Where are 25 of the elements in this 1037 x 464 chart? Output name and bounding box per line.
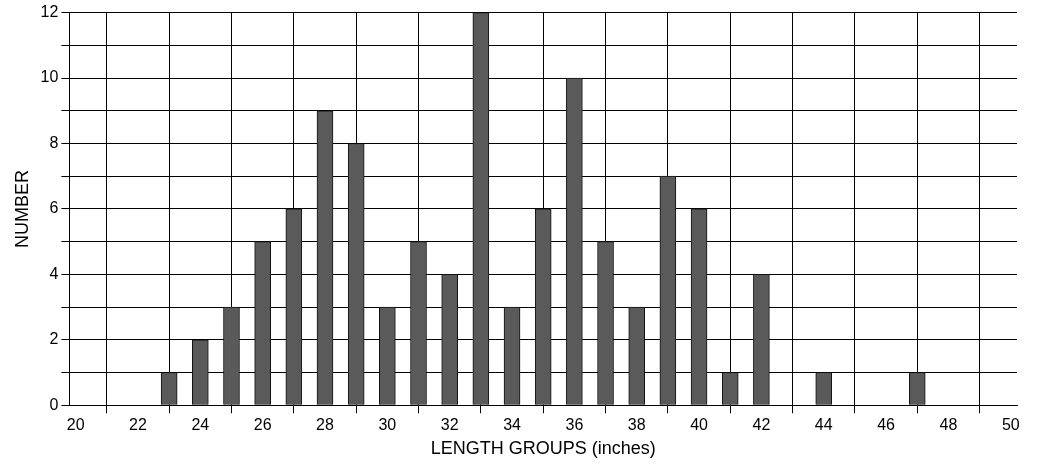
x-tick-label: 26: [253, 416, 272, 434]
y-tick-label: 8: [49, 133, 59, 151]
x-tick-label: 22: [129, 416, 147, 434]
y-axis-title: NUMBER: [11, 169, 32, 248]
y-tick-label: 0: [49, 395, 59, 413]
y-tick-label: 12: [40, 3, 59, 21]
x-tick-label: 50: [1001, 416, 1020, 434]
x-tick-label: 32: [440, 416, 459, 434]
y-tick-label: 4: [49, 264, 59, 282]
x-tick-label: 20: [66, 416, 85, 434]
x-tick-label: 38: [627, 416, 646, 434]
y-tick-label: 2: [49, 330, 59, 348]
y-tick-label: 6: [49, 199, 59, 217]
x-tick-label: 48: [939, 416, 958, 434]
x-tick-label: 34: [503, 416, 522, 434]
x-tick-label: 30: [378, 416, 397, 434]
x-axis-title: LENGTH GROUPS (inches): [430, 438, 656, 459]
x-tick-label: 28: [316, 416, 334, 434]
x-tick-label: 44: [814, 416, 833, 434]
x-tick-label: 42: [752, 416, 771, 434]
x-tick-label: 36: [565, 416, 584, 434]
x-tick-label: 24: [191, 416, 210, 434]
y-tick-label: 10: [40, 68, 59, 86]
x-tick-label: 40: [690, 416, 709, 434]
x-tick-label: 46: [877, 416, 896, 434]
